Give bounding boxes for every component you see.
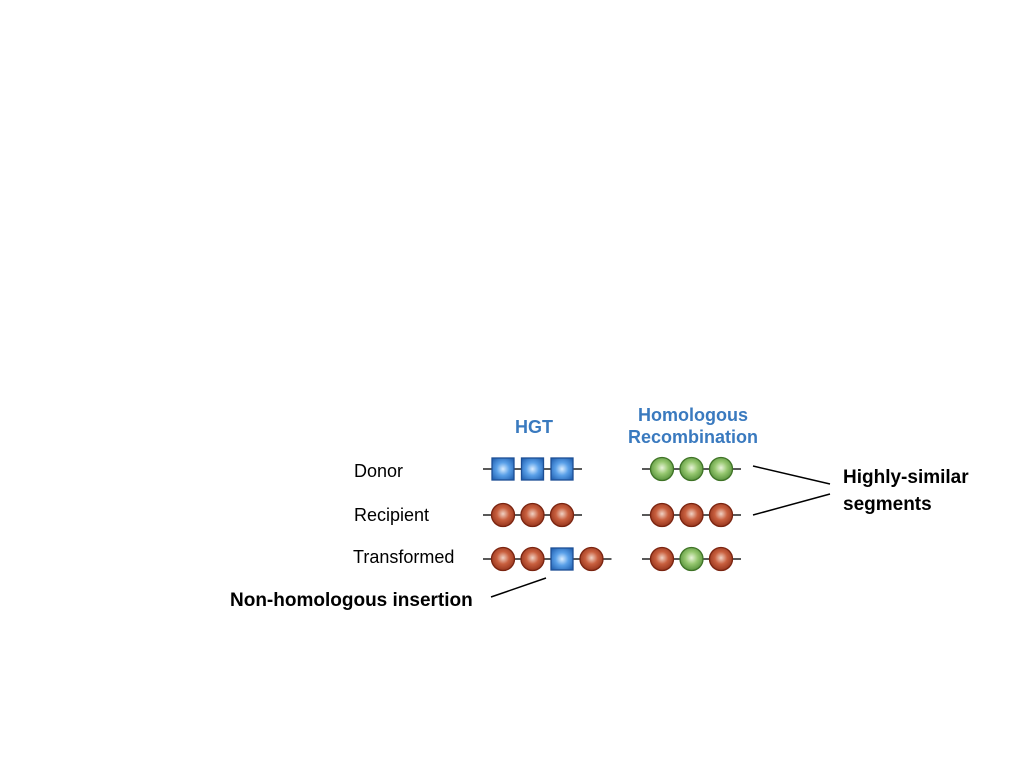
- red-bead-segment: [490, 546, 516, 572]
- red-bead-segment: [649, 546, 675, 572]
- green-bead-segment: [708, 456, 734, 482]
- green-bead-segment: [649, 456, 675, 482]
- highly-similar-line2: segments: [843, 494, 932, 515]
- hgt-transformed-sequence: [483, 546, 612, 572]
- non-homologous-insertion-callout: Non-homologous insertion: [230, 590, 473, 611]
- red-bead-segment: [708, 502, 734, 528]
- recipient-row-label: Recipient: [354, 505, 430, 525]
- hgt-donor-sequence: [483, 457, 582, 481]
- red-bead-segment: [708, 546, 734, 572]
- blue-square-segment: [491, 457, 515, 481]
- homologous-transformed-sequence: [642, 546, 741, 572]
- red-bead-segment: [579, 546, 604, 572]
- hgt-recipient-sequence: [483, 502, 582, 528]
- sequences-layer: [483, 456, 741, 572]
- blue-square-segment: [550, 457, 574, 481]
- homologous-recombination-column-title: Homologous Recombination: [608, 404, 778, 448]
- red-bead-segment: [679, 502, 704, 528]
- blue-square-segment: [520, 457, 545, 481]
- donor-row-label: Donor: [354, 461, 404, 481]
- red-bead-segment: [649, 502, 675, 528]
- donor-similar-pointer-line: [752, 465, 831, 485]
- blue-square-segment: [550, 547, 574, 571]
- transformed-row-label: Transformed: [353, 547, 455, 567]
- red-bead-segment: [490, 502, 516, 528]
- green-bead-segment: [679, 546, 704, 572]
- homologous-donor-sequence: [642, 456, 741, 482]
- homologous-recipient-sequence: [642, 502, 741, 528]
- red-bead-segment: [520, 546, 545, 572]
- highly-similar-segments-callout: Highly-similar segments: [843, 464, 969, 518]
- hgt-column-title: HGT: [515, 417, 553, 437]
- red-bead-segment: [549, 502, 575, 528]
- recipient-similar-pointer-line: [752, 493, 831, 516]
- non-homologous-pointer-line: [490, 577, 547, 598]
- homologous-title-line1: Homologous: [638, 405, 748, 425]
- highly-similar-line1: Highly-similar: [843, 467, 969, 488]
- red-bead-segment: [520, 502, 545, 528]
- green-bead-segment: [679, 456, 704, 482]
- homologous-title-line2: Recombination: [627, 427, 758, 447]
